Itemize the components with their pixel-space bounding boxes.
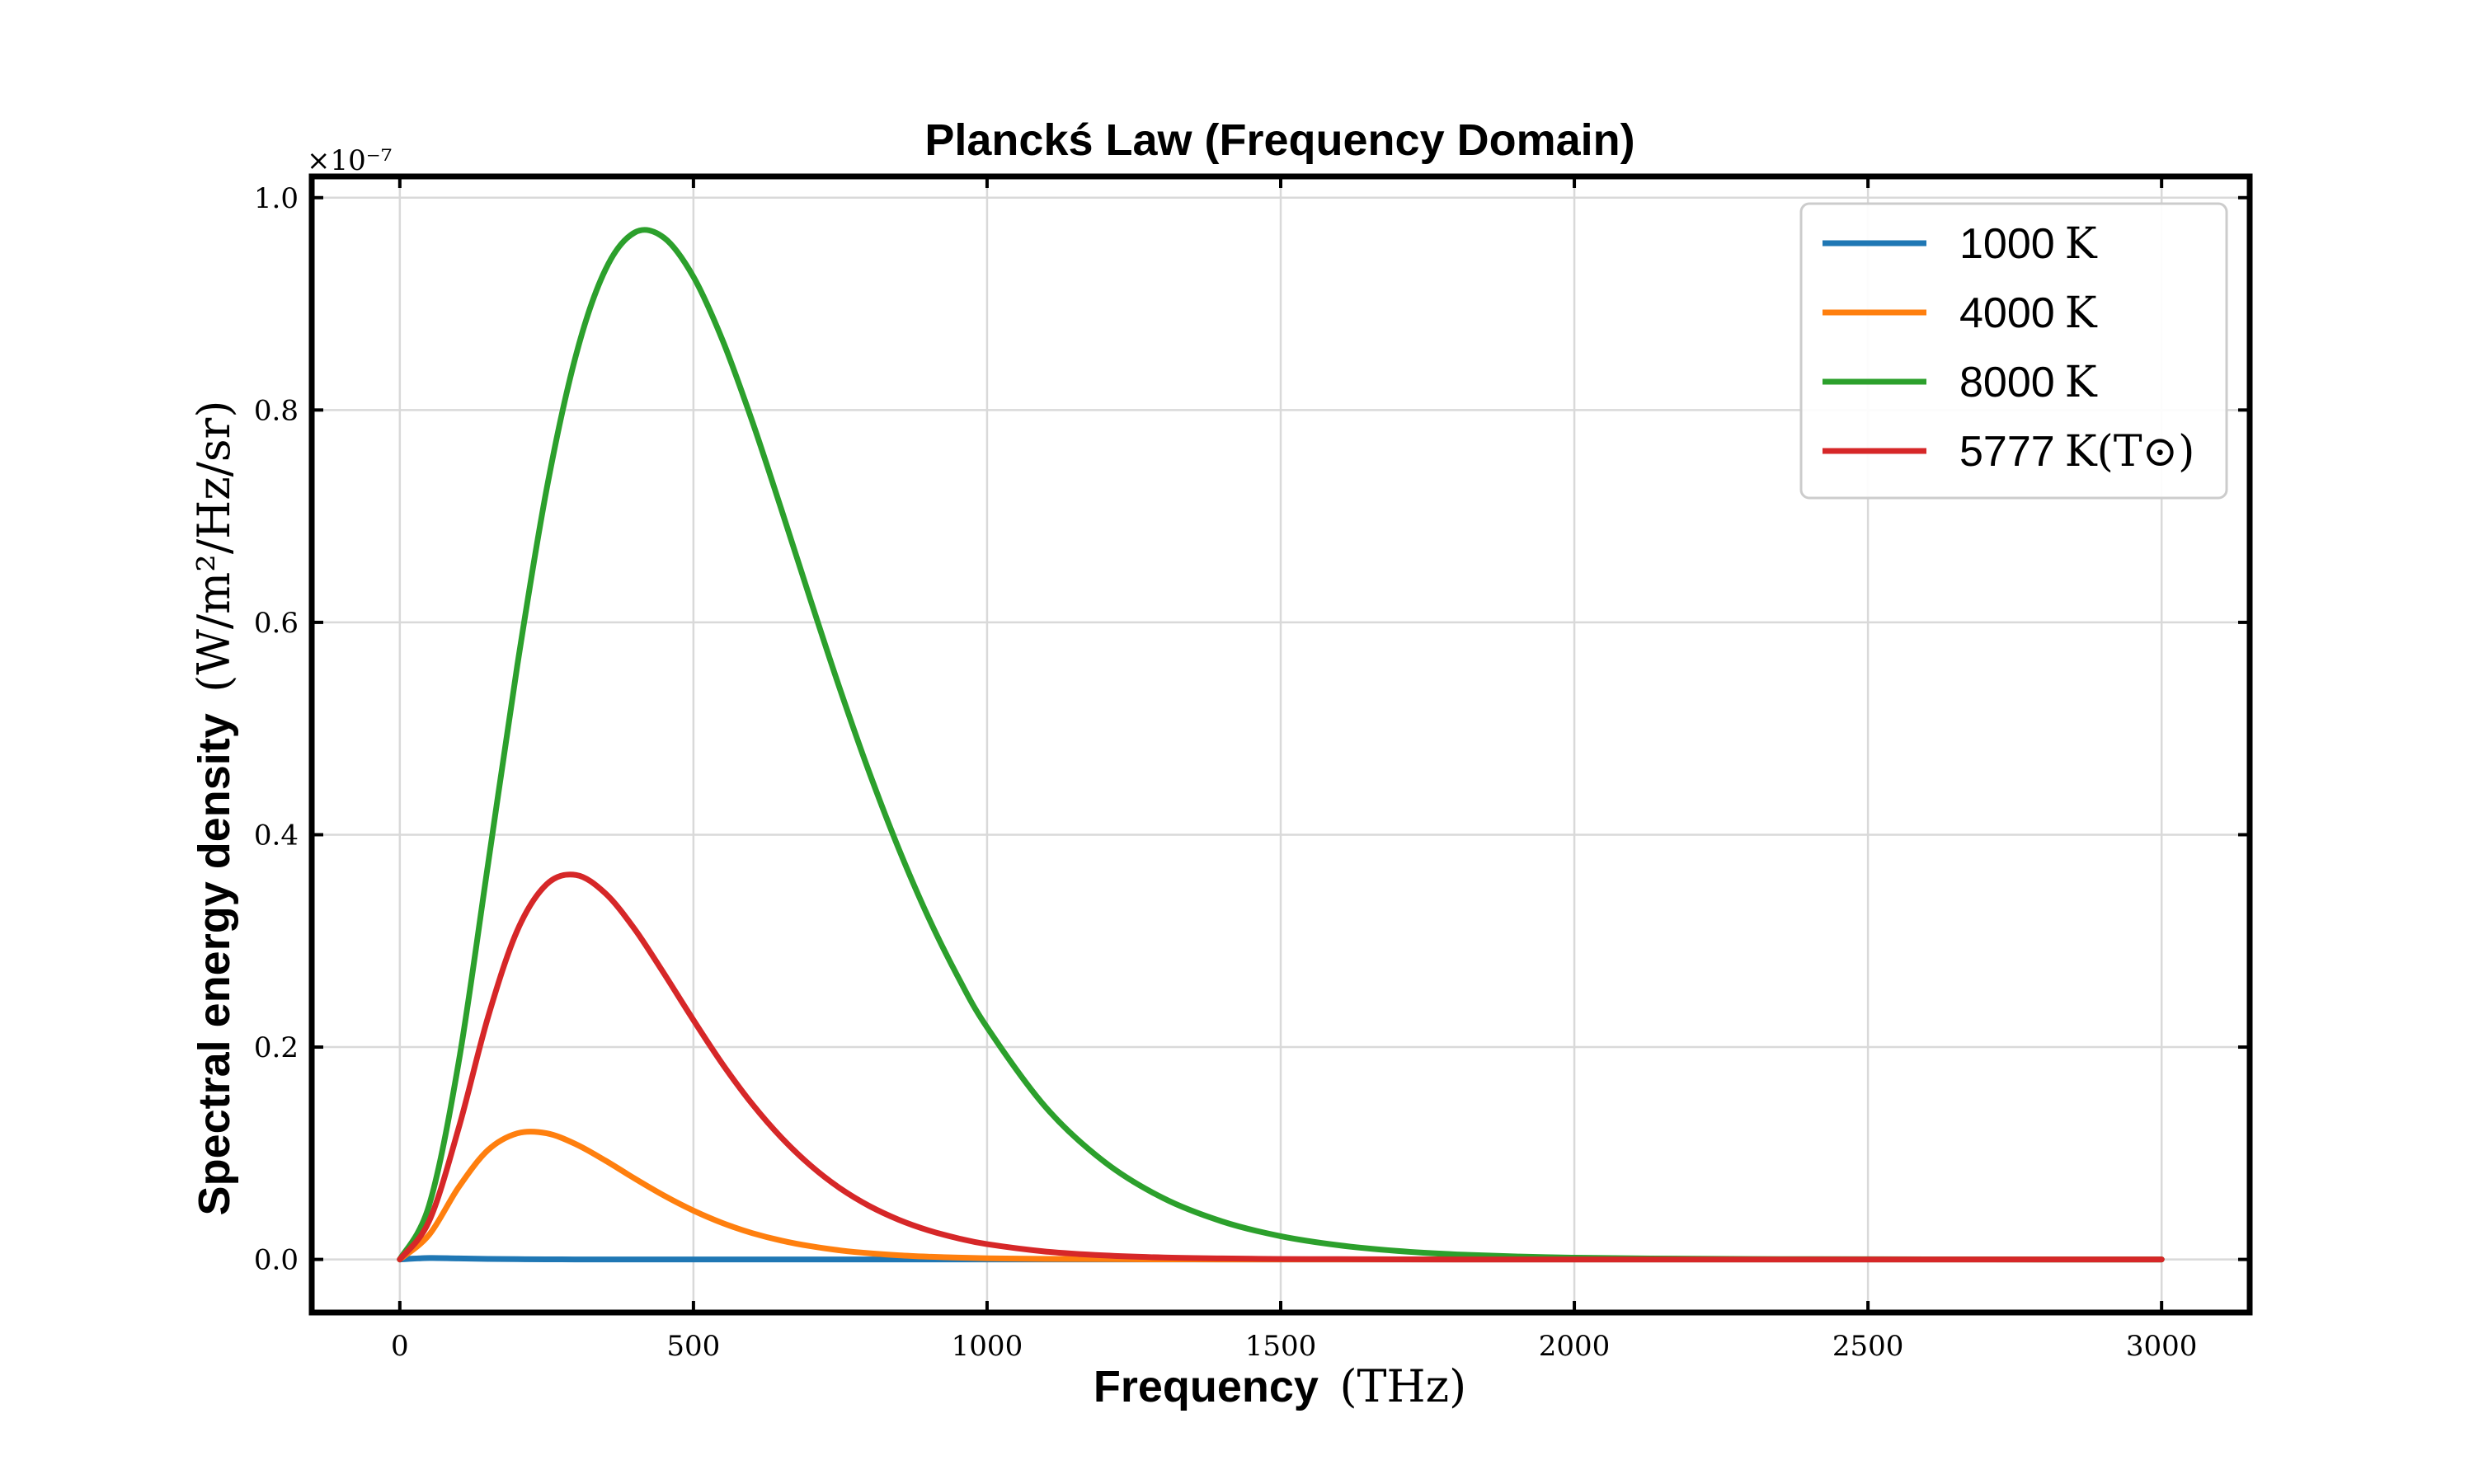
plot-frame [308,173,2253,1316]
series-line-3 [397,871,2165,1263]
x-tick-label: 500 [666,1330,720,1363]
x-tick-label: 2500 [1832,1330,1904,1363]
y-tick-label: 0.8 [254,394,299,427]
x-tick-label: 1000 [952,1330,1023,1363]
axis-ticks: 0 500 1000 1500 2000 2500 3000 0.0 0.2 0.4 0.6 0.8 1… [254,176,2250,1363]
y-tick-label: 1.0 [254,182,299,215]
legend-label-3: 5777 K(T⊙) [1959,427,2194,477]
legend-label-0: 1000 K [1959,219,2098,269]
y-axis-unit: (W/m²/Hz/sr) [188,401,240,693]
y-tick-label: 0.2 [254,1031,299,1064]
y-tick-label: 0.0 [254,1244,299,1277]
x-tick-label: 1500 [1245,1330,1317,1363]
x-axis-unit: (THz) [1339,1360,1466,1412]
x-tick-label: 3000 [2126,1330,2198,1363]
y-multiplier: ×10⁻⁷ [307,144,392,177]
legend: 1000 K 4000 K 8000 K 5777 K(T⊙) [1799,202,2228,500]
x-axis-title: Frequency (THz) [1094,1360,1466,1412]
x-tick-label: 0 [391,1330,409,1363]
y-axis-label: Spectral energy density [190,713,239,1215]
legend-label-2: 8000 K [1959,358,2098,407]
y-tick-label: 0.6 [254,607,299,640]
x-axis-label: Frequency [1094,1362,1319,1411]
x-tick-label: 2000 [1539,1330,1611,1363]
legend-box [1799,202,2228,500]
legend-label-1: 4000 K [1959,289,2098,338]
chart-title: Planckś Law (Frequency Domain) [924,115,1634,165]
data-series [397,227,2165,1263]
y-axis-title: Spectral energy density (W/m²/Hz/sr) [188,401,240,1216]
y-tick-label: 0.4 [254,819,299,852]
